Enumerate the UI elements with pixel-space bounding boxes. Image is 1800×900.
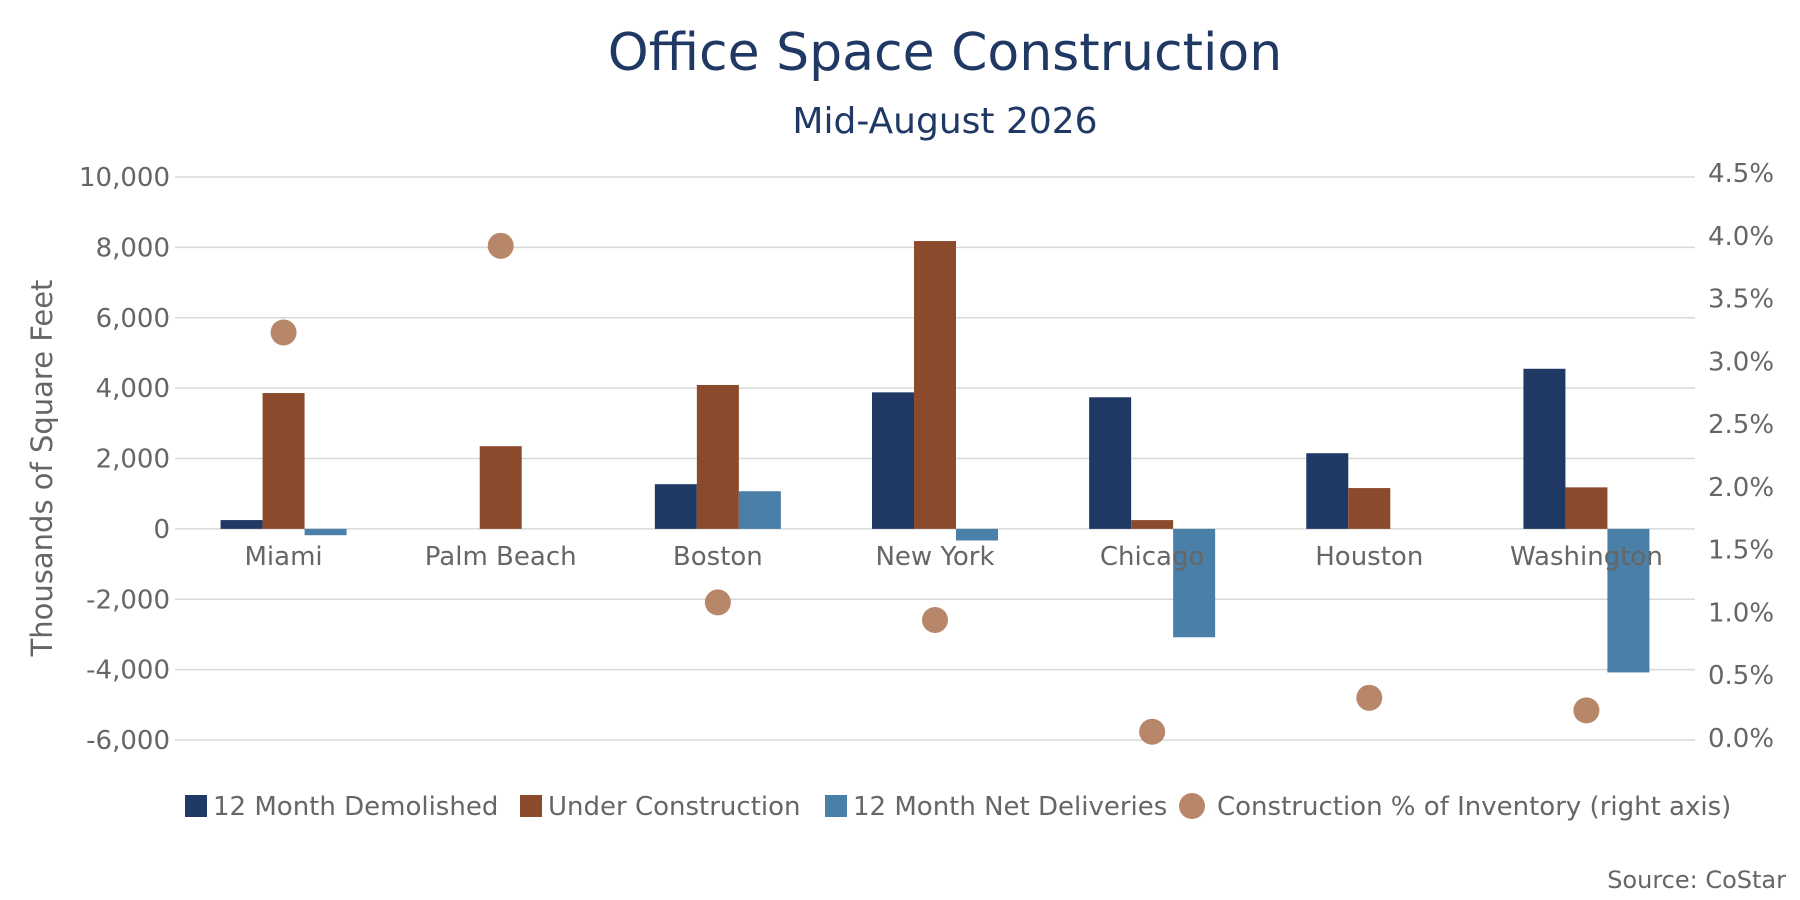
legend-label: 12 Month Demolished (213, 792, 498, 822)
left-tick-label: 8,000 (96, 233, 170, 263)
bar (872, 392, 914, 529)
category-label: Palm Beach (425, 542, 577, 572)
left-tick-label: 6,000 (96, 304, 170, 334)
category-label: Houston (1315, 542, 1423, 572)
category-label: Boston (673, 542, 763, 572)
bar (956, 528, 998, 541)
left-tick-label: 4,000 (96, 374, 170, 404)
percent-point (922, 606, 948, 633)
bar (220, 520, 263, 529)
bar (1523, 368, 1566, 529)
left-tick-label: -4,000 (86, 656, 170, 686)
left-tick-label: -2,000 (86, 585, 170, 615)
bar (914, 241, 956, 529)
bar (1348, 488, 1391, 529)
y-axis-title: Thousands of Square Feet (25, 280, 59, 658)
legend-label: Under Construction (548, 792, 801, 822)
bar (304, 528, 347, 536)
left-tick-label: 10,000 (79, 163, 170, 193)
legend: 12 Month Demolished Under Construction 12 … (185, 792, 1731, 822)
left-tick-label: 0 (153, 515, 170, 545)
percent-point (1139, 718, 1166, 745)
source-note: Source: CoStar (1607, 866, 1786, 894)
percent-point (704, 589, 731, 616)
right-axis-ticks: 4.5% 4.0% 3.5% 3.0% 2.5% 2.0% 1.5% 1.0% 0.5% 0.0% (1708, 159, 1774, 754)
legend-label: Construction % of Inventory (right axis) (1217, 792, 1731, 822)
legend-label: 12 Month Net Deliveries (853, 792, 1167, 822)
percent-point (270, 319, 297, 346)
legend-swatch (520, 795, 542, 817)
percent-points (270, 232, 1600, 745)
category-labels: Miami Palm Beach Boston New York Chicago Hous… (245, 542, 1663, 572)
chart-subtitle: Mid-August 2026 (792, 101, 1097, 142)
percent-point (1356, 684, 1383, 711)
bar (1607, 528, 1650, 673)
bars (220, 241, 1650, 673)
bar (1131, 520, 1174, 529)
right-tick-label: 1.5% (1708, 536, 1774, 566)
bar (1173, 528, 1216, 638)
legend-marker (1179, 793, 1205, 819)
category-label: Washington (1510, 542, 1663, 572)
right-tick-label: 0.5% (1708, 661, 1774, 691)
bar (654, 484, 697, 529)
percent-point (487, 232, 514, 259)
percent-point (1573, 697, 1600, 724)
right-tick-label: 4.0% (1708, 222, 1774, 252)
left-axis-ticks: 10,000 8,000 6,000 4,000 2,000 0 -2,000 -4,000 -… (79, 163, 170, 756)
right-tick-label: 1.0% (1708, 598, 1774, 628)
right-tick-label: 0.0% (1708, 724, 1774, 754)
legend-swatch (185, 795, 207, 817)
right-tick-label: 3.5% (1708, 285, 1774, 315)
bar (1306, 453, 1349, 529)
category-label: Chicago (1100, 542, 1205, 572)
bar (1089, 397, 1132, 529)
category-label: New York (875, 542, 994, 572)
right-tick-label: 2.0% (1708, 473, 1774, 503)
right-tick-label: 3.0% (1708, 347, 1774, 377)
left-tick-label: -6,000 (86, 726, 170, 756)
bar (479, 446, 522, 529)
bar (696, 384, 739, 529)
right-tick-label: 4.5% (1708, 159, 1774, 189)
chart-title: Office Space Construction (608, 23, 1282, 83)
legend-swatch (825, 795, 847, 817)
right-tick-label: 2.5% (1708, 410, 1774, 440)
bar (1565, 487, 1608, 529)
left-tick-label: 2,000 (96, 445, 170, 475)
bar (262, 393, 305, 529)
category-label: Miami (245, 542, 323, 572)
bar (738, 491, 781, 529)
